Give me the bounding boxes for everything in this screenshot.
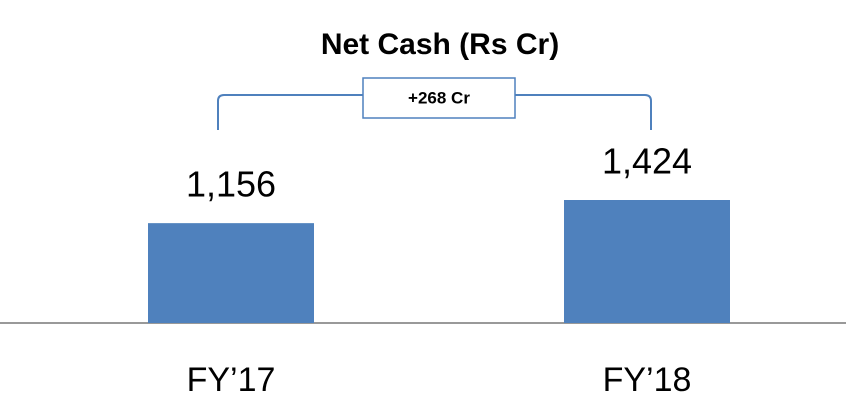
- annotation: +268 Cr: [408, 88, 470, 107]
- value-label: 1,424: [602, 141, 692, 182]
- chart-title: Net Cash (Rs Cr): [321, 28, 559, 61]
- bar: [148, 223, 314, 323]
- x-tick-label: FY’18: [603, 361, 692, 399]
- bar: [564, 200, 730, 323]
- value-label: 1,156: [186, 164, 276, 205]
- x-tick-label: FY’17: [187, 361, 276, 399]
- bracket: [217, 94, 652, 130]
- annotation-box: [362, 77, 516, 119]
